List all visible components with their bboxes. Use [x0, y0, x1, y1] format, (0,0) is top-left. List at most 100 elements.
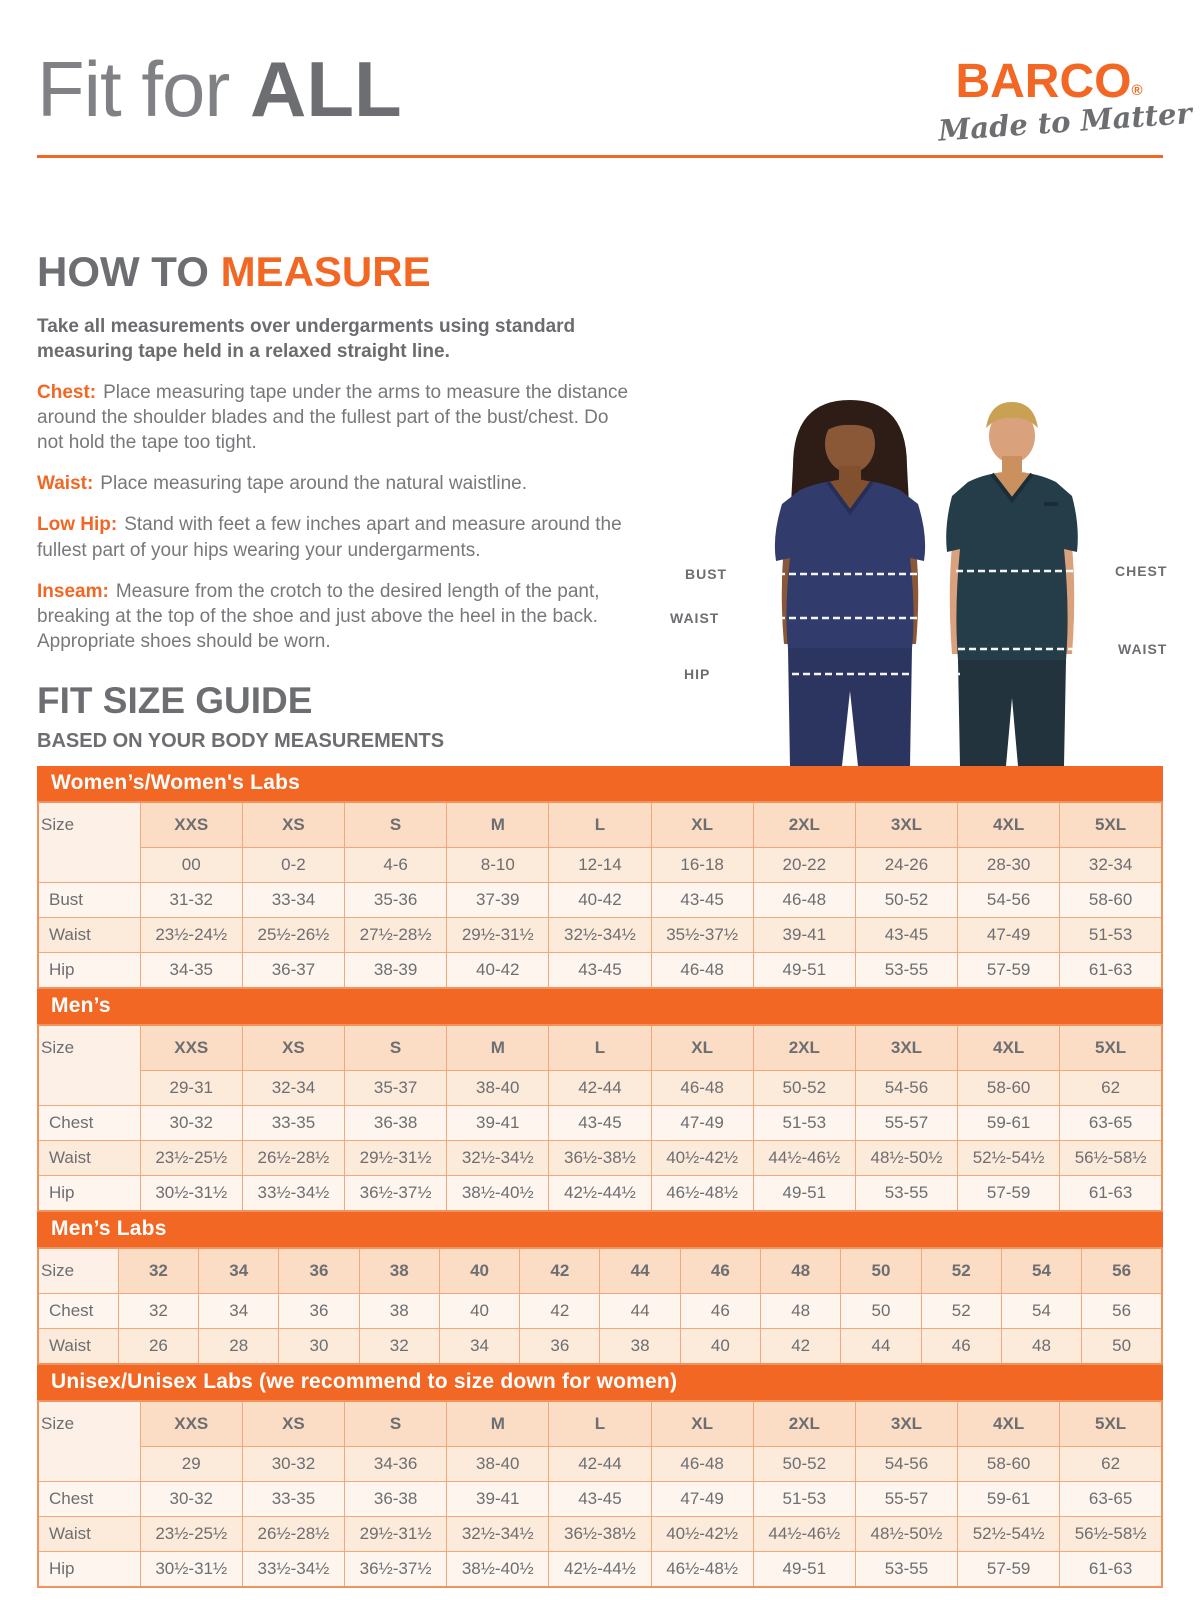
row-label-cell: Hip	[37, 952, 141, 989]
size-header-cell: L	[548, 1400, 652, 1447]
row-label-cell: Hip	[37, 1175, 141, 1212]
row-label-cell: Bust	[37, 882, 141, 918]
value-cell: 46½-48½	[650, 1175, 754, 1212]
value-cell: 53-55	[854, 952, 959, 989]
value-cell: 30½-31½	[139, 1175, 243, 1212]
value-cell: 26	[117, 1328, 200, 1365]
value-cell: 42	[519, 1293, 601, 1329]
size-header-cell: 5XL	[1059, 801, 1163, 848]
numeric-size-row: 00 0-2 4-6 8-10 12-14 16-18 20-22 24-26 28-30 32-…	[38, 847, 1163, 883]
size-header-cell: M	[446, 1400, 550, 1447]
value-cell: 49-51	[752, 1175, 856, 1212]
value-cell: 36-37	[241, 952, 346, 989]
size-header-cell: XL	[650, 801, 754, 848]
value-cell: 54-56	[854, 1446, 959, 1482]
size-header-cell: XXS	[139, 801, 243, 848]
measure-item-label: Inseam:	[37, 580, 109, 602]
header-divider	[37, 155, 1163, 158]
size-header-cell: 32	[117, 1247, 200, 1294]
table-title-band: Women’s/Women's Labs	[37, 766, 1163, 801]
size-table: Unisex/Unisex Labs (we recommend to size…	[37, 1365, 1163, 1588]
value-cell: 35-36	[344, 882, 448, 918]
size-grid: Size XXS XS S M L XL 2XL 3XL 4XL 5XL 29-31 32-34 35-3…	[37, 1024, 1163, 1212]
value-cell: 23½-25½	[139, 1140, 243, 1176]
size-table: Men’s Labs Size 32 34 36 38 40 42 44 46 48 50 52 54 56…	[37, 1212, 1163, 1365]
size-header-cell: 44	[599, 1247, 681, 1294]
measure-row: Chest 30-32 33-35 36-38 39-41 43-45 47-49 51-53…	[37, 1481, 1163, 1517]
fit-size-guide-subheading: BASED ON YOUR BODY MEASUREMENTS	[37, 730, 445, 752]
value-cell: 38	[358, 1293, 440, 1329]
value-cell: 29½-31½	[446, 917, 550, 953]
value-cell: 51-53	[752, 1481, 856, 1517]
size-grid: Size 32 34 36 38 40 42 44 46 48 50 52 54 56 Chest 32 34 3…	[37, 1247, 1163, 1365]
measure-item-chest: Chest: Place measuring tape under the arm…	[37, 380, 637, 455]
measure-intro: Take all measurements over undergarments…	[37, 316, 576, 363]
value-cell: 35½-37½	[650, 917, 754, 953]
value-cell: 58-60	[957, 1446, 1061, 1482]
value-cell: 56	[1081, 1293, 1163, 1329]
value-cell: 62	[1059, 1070, 1163, 1106]
value-cell: 61-63	[1059, 1551, 1163, 1588]
value-cell: 27½-28½	[344, 917, 448, 953]
value-cell: 38-40	[446, 1446, 550, 1482]
size-header-cell: 34	[198, 1247, 280, 1294]
value-cell: 38	[599, 1328, 681, 1365]
value-cell: 36	[278, 1293, 360, 1329]
size-header-cell: 52	[920, 1247, 1002, 1294]
size-header-cell: 2XL	[752, 801, 856, 848]
fit-size-guide-section: FIT SIZE GUIDE BASED ON YOUR BODY MEASUR…	[37, 680, 444, 753]
size-header-cell: 4XL	[957, 1400, 1061, 1447]
value-cell: 48½-50½	[854, 1516, 959, 1552]
size-table: Women’s/Women's Labs Size XXS XS S M L XL 2XL 3XL…	[37, 766, 1163, 989]
numeric-size-row: 29-31 32-34 35-37 38-40 42-44 46-48 50-52 54-56…	[38, 1070, 1163, 1106]
size-header-cell: 3XL	[854, 1024, 959, 1071]
value-cell: 26½-28½	[241, 1516, 346, 1552]
value-cell: 36½-38½	[548, 1140, 652, 1176]
value-cell: 36-38	[344, 1481, 448, 1517]
value-cell: 53-55	[854, 1551, 959, 1588]
size-header-cell: 3XL	[854, 801, 959, 848]
value-cell: 33½-34½	[241, 1551, 346, 1588]
size-header-cell: 46	[679, 1247, 762, 1294]
value-cell: 59-61	[957, 1481, 1061, 1517]
size-header-cell: 50	[840, 1247, 922, 1294]
measure-item-text: Measure from the crotch to the desired l…	[37, 580, 600, 652]
size-label-cell: Size	[37, 1400, 141, 1482]
size-header-cell: XS	[241, 1024, 346, 1071]
value-cell: 50	[1081, 1328, 1163, 1365]
row-label-cell: Chest	[37, 1293, 119, 1329]
value-cell: 43-45	[548, 1105, 652, 1141]
value-cell: 24-26	[854, 847, 959, 883]
size-header-cell: L	[548, 1024, 652, 1071]
value-cell: 52	[920, 1293, 1002, 1329]
hip-label: HIP	[684, 666, 710, 682]
size-header-cell: XL	[650, 1400, 754, 1447]
size-grid: Size XXS XS S M L XL 2XL 3XL 4XL 5XL 00 0-2 4-6 8-10 12…	[37, 801, 1163, 989]
size-header-row: Size 32 34 36 38 40 42 44 46 48 50 52 54 56	[37, 1247, 1163, 1294]
size-table: Men’s Size XXS XS S M L XL 2XL 3XL 4XL 5XL 29-31 32-3…	[37, 989, 1163, 1212]
value-cell: 42-44	[548, 1446, 652, 1482]
value-cell: 35-37	[344, 1070, 448, 1106]
value-cell: 39-41	[446, 1105, 550, 1141]
numeric-size-row: 29 30-32 34-36 38-40 42-44 46-48 50-52 54-56 58-…	[38, 1446, 1163, 1482]
size-header-cell: 36	[278, 1247, 360, 1294]
value-cell: 36	[519, 1328, 601, 1365]
row-label-cell: Waist	[37, 917, 141, 953]
woman-figure	[774, 400, 926, 766]
measure-row: Waist 23½-25½ 26½-28½ 29½-31½ 32½-34½ 36½-38½…	[37, 1516, 1163, 1552]
value-cell: 50-52	[752, 1070, 856, 1106]
value-cell: 47-49	[650, 1105, 754, 1141]
size-header-cell: M	[446, 1024, 550, 1071]
size-label-cell: Size	[37, 1024, 141, 1106]
value-cell: 58-60	[1059, 882, 1163, 918]
value-cell: 40	[679, 1328, 762, 1365]
row-label-cell: Hip	[37, 1551, 141, 1588]
value-cell: 38½-40½	[446, 1175, 550, 1212]
size-header-cell: XXS	[139, 1400, 243, 1447]
value-cell: 28	[198, 1328, 280, 1365]
value-cell: 52½-54½	[957, 1516, 1061, 1552]
value-cell: 16-18	[650, 847, 754, 883]
measure-item-label: Chest:	[37, 382, 97, 404]
measure-row: Chest 32 34 36 38 40 42 44 46 48 50 52 54 56	[37, 1293, 1163, 1329]
